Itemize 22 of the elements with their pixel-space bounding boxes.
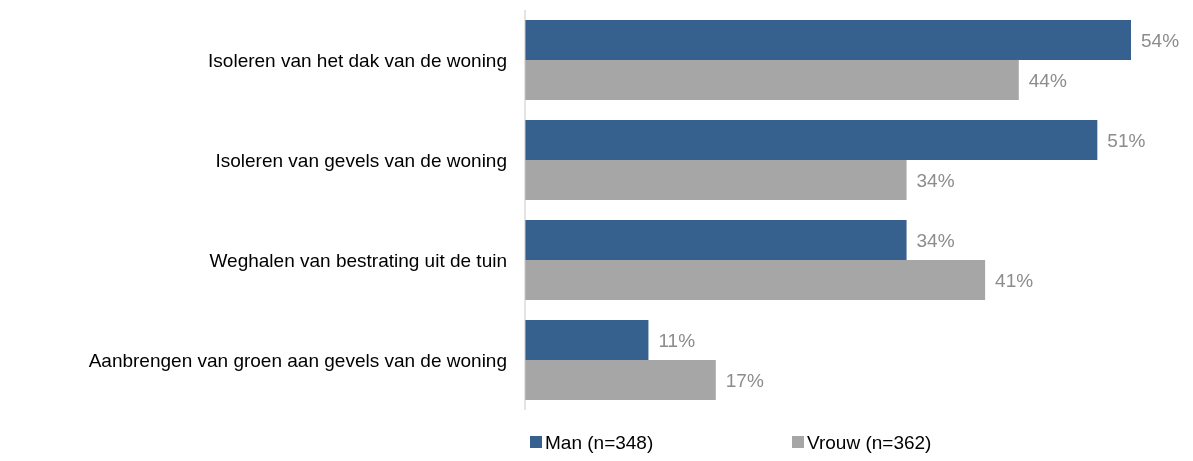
legend-label: Man (n=348) [545,431,654,453]
bar [525,160,907,200]
y-tick-label: Aanbrengen van groen aan gevels van de woning [88,349,507,371]
data-label: 41% [995,269,1034,291]
y-tick-label: Weghalen van bestrating uit de tuin [209,249,507,271]
bar [525,20,1131,60]
y-tick-label: Isoleren van gevels van de woning [215,149,507,171]
data-label: 54% [1141,29,1180,51]
data-label: 34% [916,169,955,191]
bar [525,120,1098,160]
data-label: 34% [916,229,955,251]
data-label: 51% [1107,129,1146,151]
y-tick-label: Isoleren van het dak van de woning [208,49,507,71]
bar [525,220,907,260]
data-label: 17% [725,369,764,391]
bar [525,260,986,300]
data-label: 44% [1028,69,1067,91]
data-label: 11% [658,329,696,351]
bar [525,360,716,400]
legend-label: Vrouw (n=362) [807,431,932,453]
bar [525,320,649,360]
bar [525,60,1019,100]
